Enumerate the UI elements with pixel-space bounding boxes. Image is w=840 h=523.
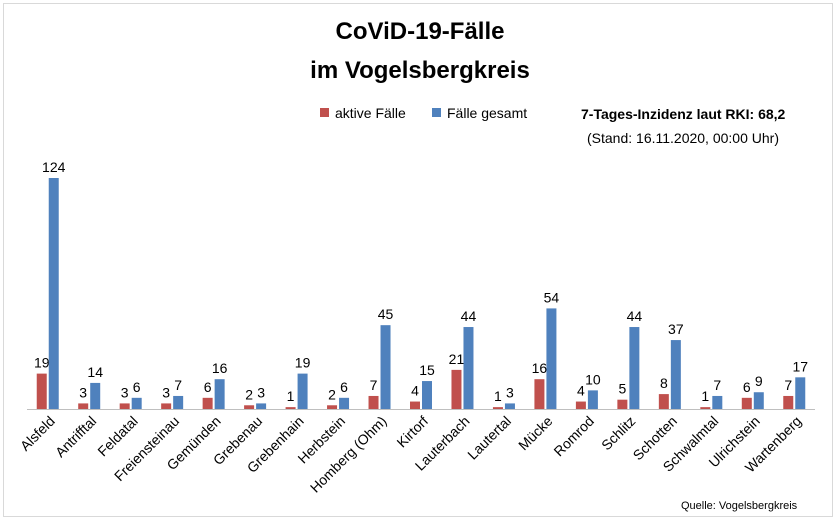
bar-active	[327, 405, 338, 409]
bar-total	[380, 325, 391, 409]
data-label-active: 16	[532, 360, 548, 376]
bar-total	[422, 381, 432, 409]
chart-frame	[3, 3, 833, 517]
bar-total	[297, 373, 308, 409]
bar-active	[534, 379, 545, 409]
stand-text: (Stand: 16.11.2020, 00:00 Uhr)	[587, 130, 779, 146]
data-label-active: 3	[121, 384, 129, 400]
data-label-total: 16	[212, 360, 228, 376]
category-label: Schlitz	[598, 413, 638, 453]
bar-total	[90, 382, 101, 409]
bar-active	[36, 373, 47, 409]
data-label-total: 7	[713, 377, 721, 393]
category-label: Kirtorf	[393, 413, 431, 451]
data-label-total: 3	[257, 384, 265, 400]
bar-active	[285, 407, 296, 409]
data-label-active: 1	[494, 388, 502, 404]
data-label-active: 7	[784, 377, 792, 393]
bar-total	[712, 395, 723, 409]
data-label-active: 3	[79, 384, 87, 400]
category-label: Antrifftal	[52, 413, 99, 460]
data-label-total: 45	[378, 306, 394, 322]
data-label-active: 7	[370, 377, 378, 393]
bar-active	[741, 397, 752, 409]
bar-total	[587, 390, 598, 409]
data-label-total: 17	[792, 358, 808, 374]
data-label-total: 15	[419, 362, 435, 378]
data-label-active: 6	[204, 379, 212, 395]
bar-total	[48, 178, 59, 409]
bar-total	[463, 327, 474, 409]
bar-total	[546, 308, 557, 409]
bar-total	[173, 395, 184, 409]
bar-active	[575, 401, 586, 409]
data-label-total: 6	[340, 379, 348, 395]
bar-active	[244, 405, 255, 409]
data-label-total: 10	[585, 371, 601, 387]
bar-active	[119, 403, 130, 409]
data-label-total: 37	[668, 321, 684, 337]
legend-item-total: Fälle gesamt	[432, 105, 527, 121]
category-label: Homberg (Ohm)	[307, 413, 390, 496]
bar-active	[700, 407, 711, 409]
data-label-total: 44	[461, 308, 477, 324]
source-text: Quelle: Vogelsbergkreis	[681, 500, 798, 512]
bar-active	[492, 407, 503, 409]
data-label-total: 9	[755, 373, 763, 389]
data-label-active: 5	[618, 381, 626, 397]
data-label-total: 19	[295, 355, 311, 371]
bar-total	[753, 392, 764, 409]
data-label-active: 2	[328, 386, 336, 402]
legend-item-active: aktive Fälle	[320, 105, 406, 121]
data-label-total: 3	[506, 384, 514, 400]
data-label-active: 21	[449, 351, 465, 367]
legend-label-active: aktive Fälle	[335, 105, 406, 121]
data-label-active: 19	[34, 355, 50, 371]
category-label: Romrod	[550, 413, 597, 460]
data-label-active: 1	[701, 388, 709, 404]
data-label-total: 14	[87, 364, 103, 380]
chart-title-line1: CoViD-19-Fälle	[335, 18, 505, 45]
bar-total	[131, 397, 142, 409]
data-label-active: 2	[245, 386, 253, 402]
data-label-total: 7	[174, 377, 182, 393]
bar-active	[202, 397, 213, 409]
chart-title-line2: im Vogelsbergkreis	[310, 57, 530, 84]
bar-active	[368, 395, 379, 409]
data-label-active: 4	[577, 383, 585, 399]
bar-total	[795, 377, 806, 409]
data-label-active: 1	[287, 388, 295, 404]
data-label-total: 54	[544, 289, 560, 305]
bar-active	[78, 403, 89, 409]
bar-active	[410, 401, 420, 409]
data-label-total: 44	[627, 308, 643, 324]
legend-label-total: Fälle gesamt	[447, 105, 528, 121]
legend-swatch-total	[432, 108, 441, 117]
bar-total	[629, 327, 640, 409]
data-label-total: 124	[42, 159, 66, 175]
category-label: Lautertal	[464, 413, 514, 463]
bar-total	[670, 340, 681, 409]
bar-total	[504, 403, 515, 409]
data-label-total: 6	[133, 379, 141, 395]
incidence-text: 7-Tages-Inzidenz laut RKI: 68,2	[581, 106, 786, 122]
bar-active	[658, 394, 669, 409]
data-label-active: 3	[162, 384, 170, 400]
bar-total	[256, 403, 267, 409]
legend-swatch-active	[320, 108, 329, 117]
category-label: Alsfeld	[17, 413, 58, 454]
bar-active	[451, 369, 462, 409]
bar-active	[161, 403, 172, 409]
bar-total	[214, 379, 225, 409]
data-label-active: 6	[743, 379, 751, 395]
data-label-active: 8	[660, 375, 668, 391]
bar-total	[339, 397, 350, 409]
category-label: Mücke	[515, 413, 556, 454]
bar-active	[617, 399, 628, 409]
bar-active	[783, 395, 794, 409]
data-label-active: 4	[411, 383, 419, 399]
